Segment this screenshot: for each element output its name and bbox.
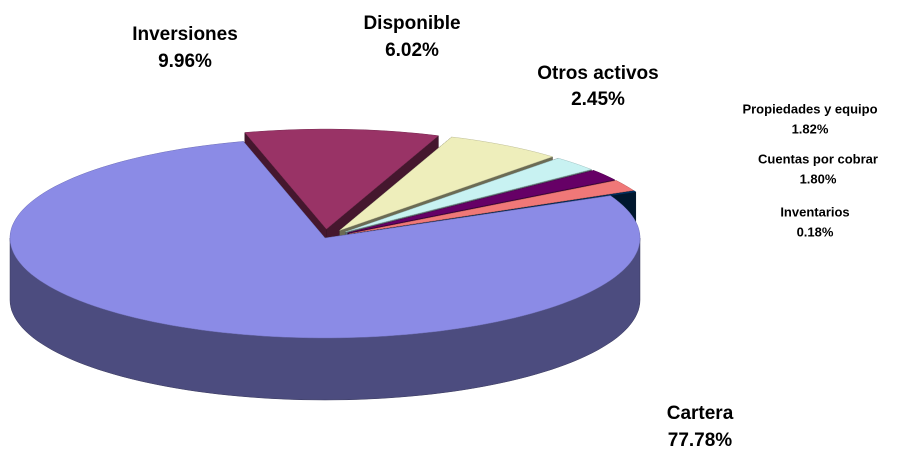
value-label: 2.45% — [571, 89, 625, 110]
value-label: 1.82% — [792, 121, 829, 136]
value-label: 77.78% — [668, 430, 733, 450]
value-label: 6.02% — [385, 40, 439, 61]
slice — [9, 141, 641, 339]
slice — [339, 136, 554, 231]
slice-label: Cuentas por cobrar — [758, 151, 878, 166]
slice — [345, 157, 593, 233]
slice-label: Inversiones — [132, 24, 238, 45]
slice-label: Disponible — [363, 13, 460, 34]
slice-label: Cartera — [667, 403, 734, 424]
slice — [347, 170, 616, 234]
slice — [349, 180, 635, 234]
slice-label: Propiedades y equipo — [742, 101, 877, 116]
slice — [244, 128, 440, 230]
value-label: 0.18% — [797, 224, 834, 239]
value-label: 9.96% — [158, 51, 212, 72]
slice-label: Inventarios — [780, 204, 849, 219]
slice-label: Otros activos — [537, 63, 658, 84]
value-label: 1.80% — [800, 171, 837, 186]
